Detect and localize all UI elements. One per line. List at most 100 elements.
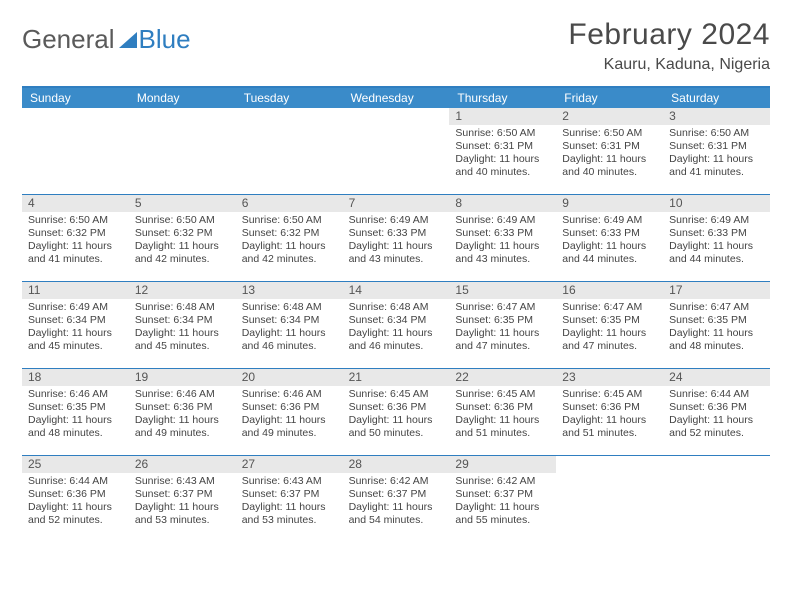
day-details: Sunrise: 6:49 AMSunset: 6:33 PMDaylight:…	[663, 212, 770, 271]
daylight-text: Daylight: 11 hours and 43 minutes.	[349, 240, 444, 266]
date-number: 5	[129, 195, 236, 212]
date-number: 10	[663, 195, 770, 212]
sunset-text: Sunset: 6:34 PM	[28, 314, 123, 327]
sunrise-text: Sunrise: 6:50 AM	[455, 127, 550, 140]
sunrise-text: Sunrise: 6:49 AM	[28, 301, 123, 314]
date-number: 1	[449, 108, 556, 125]
sunrise-text: Sunrise: 6:46 AM	[135, 388, 230, 401]
daylight-text: Daylight: 11 hours and 50 minutes.	[349, 414, 444, 440]
daylight-text: Daylight: 11 hours and 43 minutes.	[455, 240, 550, 266]
daylight-text: Daylight: 11 hours and 51 minutes.	[455, 414, 550, 440]
day-details: Sunrise: 6:45 AMSunset: 6:36 PMDaylight:…	[343, 386, 450, 445]
location-text: Kauru, Kaduna, Nigeria	[568, 56, 770, 74]
date-number: 28	[343, 456, 450, 473]
daylight-text: Daylight: 11 hours and 49 minutes.	[135, 414, 230, 440]
sunset-text: Sunset: 6:33 PM	[455, 227, 550, 240]
sunset-text: Sunset: 6:31 PM	[669, 140, 764, 153]
day-details: Sunrise: 6:49 AMSunset: 6:33 PMDaylight:…	[449, 212, 556, 271]
sunrise-text: Sunrise: 6:48 AM	[349, 301, 444, 314]
sunset-text: Sunset: 6:37 PM	[242, 488, 337, 501]
date-number: 13	[236, 282, 343, 299]
daylight-text: Daylight: 11 hours and 40 minutes.	[562, 153, 657, 179]
calendar-cell: 26Sunrise: 6:43 AMSunset: 6:37 PMDayligh…	[129, 456, 236, 542]
sunrise-text: Sunrise: 6:50 AM	[28, 214, 123, 227]
date-number: 11	[22, 282, 129, 299]
calendar-cell: 24Sunrise: 6:44 AMSunset: 6:36 PMDayligh…	[663, 369, 770, 455]
sunrise-text: Sunrise: 6:43 AM	[135, 475, 230, 488]
day-details: Sunrise: 6:42 AMSunset: 6:37 PMDaylight:…	[449, 473, 556, 532]
daylight-text: Daylight: 11 hours and 46 minutes.	[242, 327, 337, 353]
date-number: 25	[22, 456, 129, 473]
sunset-text: Sunset: 6:35 PM	[455, 314, 550, 327]
date-number: 3	[663, 108, 770, 125]
calendar-cell: 7Sunrise: 6:49 AMSunset: 6:33 PMDaylight…	[343, 195, 450, 281]
calendar-cell: 14Sunrise: 6:48 AMSunset: 6:34 PMDayligh…	[343, 282, 450, 368]
day-details: Sunrise: 6:45 AMSunset: 6:36 PMDaylight:…	[556, 386, 663, 445]
day-details: Sunrise: 6:50 AMSunset: 6:32 PMDaylight:…	[22, 212, 129, 271]
calendar-cell: 19Sunrise: 6:46 AMSunset: 6:36 PMDayligh…	[129, 369, 236, 455]
day-details: Sunrise: 6:50 AMSunset: 6:31 PMDaylight:…	[663, 125, 770, 184]
daylight-text: Daylight: 11 hours and 40 minutes.	[455, 153, 550, 179]
calendar-cell: 13Sunrise: 6:48 AMSunset: 6:34 PMDayligh…	[236, 282, 343, 368]
calendar-cell: 10Sunrise: 6:49 AMSunset: 6:33 PMDayligh…	[663, 195, 770, 281]
sunrise-text: Sunrise: 6:50 AM	[135, 214, 230, 227]
calendar-cell: 1 Sunrise: 6:50 AMSunset: 6:31 PMDaylight…	[449, 108, 556, 194]
daylight-text: Daylight: 11 hours and 46 minutes.	[349, 327, 444, 353]
day-details: Sunrise: 6:50 AMSunset: 6:31 PMDaylight:…	[556, 125, 663, 184]
date-number: 26	[129, 456, 236, 473]
day-details: Sunrise: 6:42 AMSunset: 6:37 PMDaylight:…	[343, 473, 450, 532]
day-details: Sunrise: 6:47 AMSunset: 6:35 PMDaylight:…	[663, 299, 770, 358]
calendar-cell: 20Sunrise: 6:46 AMSunset: 6:36 PMDayligh…	[236, 369, 343, 455]
sunset-text: Sunset: 6:31 PM	[455, 140, 550, 153]
daylight-text: Daylight: 11 hours and 53 minutes.	[242, 501, 337, 527]
day-details: Sunrise: 6:45 AMSunset: 6:36 PMDaylight:…	[449, 386, 556, 445]
daylight-text: Daylight: 11 hours and 51 minutes.	[562, 414, 657, 440]
sunrise-text: Sunrise: 6:43 AM	[242, 475, 337, 488]
sail-icon	[119, 32, 137, 48]
weekday-label: Friday	[556, 88, 663, 108]
day-details: Sunrise: 6:49 AMSunset: 6:33 PMDaylight:…	[556, 212, 663, 271]
daylight-text: Daylight: 11 hours and 44 minutes.	[669, 240, 764, 266]
calendar-cell	[129, 108, 236, 194]
calendar-cell: 9Sunrise: 6:49 AMSunset: 6:33 PMDaylight…	[556, 195, 663, 281]
sunset-text: Sunset: 6:36 PM	[135, 401, 230, 414]
page-title: February 2024	[568, 18, 770, 52]
day-details: Sunrise: 6:50 AMSunset: 6:32 PMDaylight:…	[236, 212, 343, 271]
sunset-text: Sunset: 6:37 PM	[349, 488, 444, 501]
calendar-cell: 23Sunrise: 6:45 AMSunset: 6:36 PMDayligh…	[556, 369, 663, 455]
date-number: 2	[556, 108, 663, 125]
calendar-cell: 6Sunrise: 6:50 AMSunset: 6:32 PMDaylight…	[236, 195, 343, 281]
calendar: Sunday Monday Tuesday Wednesday Thursday…	[22, 88, 770, 542]
calendar-cell: 29Sunrise: 6:42 AMSunset: 6:37 PMDayligh…	[449, 456, 556, 542]
day-details: Sunrise: 6:48 AMSunset: 6:34 PMDaylight:…	[343, 299, 450, 358]
calendar-week: 25Sunrise: 6:44 AMSunset: 6:36 PMDayligh…	[22, 455, 770, 542]
daylight-text: Daylight: 11 hours and 45 minutes.	[135, 327, 230, 353]
daylight-text: Daylight: 11 hours and 48 minutes.	[669, 327, 764, 353]
calendar-cell: 17Sunrise: 6:47 AMSunset: 6:35 PMDayligh…	[663, 282, 770, 368]
day-details: Sunrise: 6:46 AMSunset: 6:35 PMDaylight:…	[22, 386, 129, 445]
sunset-text: Sunset: 6:33 PM	[349, 227, 444, 240]
calendar-week: 18Sunrise: 6:46 AMSunset: 6:35 PMDayligh…	[22, 368, 770, 455]
calendar-cell: 3Sunrise: 6:50 AMSunset: 6:31 PMDaylight…	[663, 108, 770, 194]
calendar-week: 11Sunrise: 6:49 AMSunset: 6:34 PMDayligh…	[22, 281, 770, 368]
sunset-text: Sunset: 6:34 PM	[135, 314, 230, 327]
sunrise-text: Sunrise: 6:50 AM	[242, 214, 337, 227]
calendar-cell: 25Sunrise: 6:44 AMSunset: 6:36 PMDayligh…	[22, 456, 129, 542]
sunset-text: Sunset: 6:32 PM	[135, 227, 230, 240]
sunset-text: Sunset: 6:35 PM	[669, 314, 764, 327]
sunset-text: Sunset: 6:36 PM	[349, 401, 444, 414]
sunrise-text: Sunrise: 6:50 AM	[669, 127, 764, 140]
brand-text-1: General	[22, 24, 115, 55]
day-details: Sunrise: 6:48 AMSunset: 6:34 PMDaylight:…	[236, 299, 343, 358]
day-details: Sunrise: 6:47 AMSunset: 6:35 PMDaylight:…	[449, 299, 556, 358]
date-number: 17	[663, 282, 770, 299]
sunset-text: Sunset: 6:33 PM	[562, 227, 657, 240]
date-number: 22	[449, 369, 556, 386]
daylight-text: Daylight: 11 hours and 45 minutes.	[28, 327, 123, 353]
day-details: Sunrise: 6:49 AMSunset: 6:33 PMDaylight:…	[343, 212, 450, 271]
daylight-text: Daylight: 11 hours and 42 minutes.	[242, 240, 337, 266]
calendar-cell: 15Sunrise: 6:47 AMSunset: 6:35 PMDayligh…	[449, 282, 556, 368]
sunset-text: Sunset: 6:33 PM	[669, 227, 764, 240]
sunrise-text: Sunrise: 6:44 AM	[28, 475, 123, 488]
daylight-text: Daylight: 11 hours and 47 minutes.	[455, 327, 550, 353]
